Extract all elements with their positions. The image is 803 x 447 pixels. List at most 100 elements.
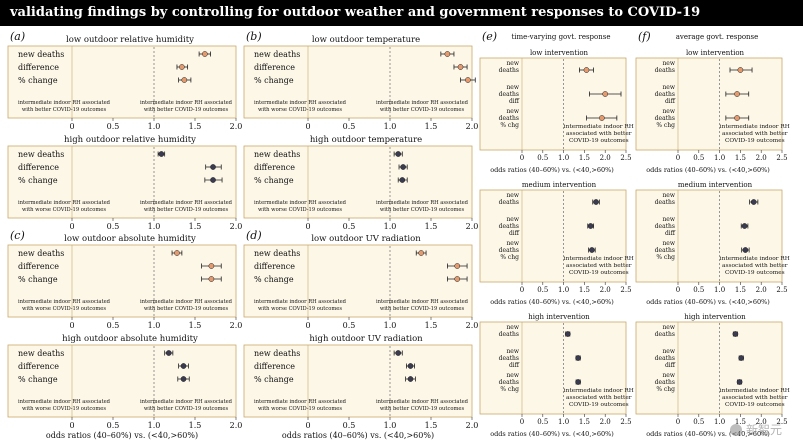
- note-left: with worse COVID-19 outcomes: [258, 306, 342, 312]
- row-label: new: [662, 60, 675, 67]
- estimate-point: [575, 379, 582, 385]
- row-label: deaths: [499, 331, 519, 338]
- chart-f-2: medium interventionnewdeathsnewdeathsdif…: [635, 181, 790, 294]
- x-tick-label: 0: [305, 122, 310, 131]
- panel-frame: [7, 45, 237, 119]
- x-tick-label: 1.5: [735, 418, 746, 426]
- note-right: associated with better: [566, 395, 632, 401]
- estimate-point: [208, 263, 215, 269]
- estimate-point: [589, 247, 595, 253]
- x-tick-label: 0: [676, 418, 680, 426]
- panel-title: high intervention: [684, 313, 746, 321]
- panel-frame: [479, 321, 627, 415]
- note-left: intermediate indoor RH associated: [18, 200, 111, 206]
- note-right: associated with better: [566, 131, 632, 137]
- row-label: new: [506, 84, 519, 91]
- estimate-point: [418, 250, 425, 256]
- note-right: associated with better: [722, 263, 788, 269]
- estimate-point: [734, 115, 740, 121]
- x-tick-label: 1.0: [384, 321, 397, 330]
- row-label: % chg: [656, 122, 675, 129]
- row-label: deaths: [499, 223, 519, 230]
- x-tick-label: 2.0: [230, 321, 243, 330]
- row-label: new: [662, 240, 675, 247]
- estimate-point: [465, 77, 471, 83]
- row-label: new: [662, 192, 675, 199]
- note-left: with worse COVID-19 outcomes: [258, 406, 342, 412]
- note-right: COVID-19 outcomes: [569, 270, 629, 276]
- estimate-point: [395, 151, 402, 157]
- panel-frame: [635, 189, 783, 283]
- estimate-point: [587, 223, 594, 229]
- note-right: intermediate indoor RH: [564, 388, 634, 394]
- panel-frame: [7, 344, 237, 418]
- axis-label-right: odds ratios (40–60%) vs. (<40,>60%): [282, 431, 434, 440]
- axis-label-f2: odds ratios (40–60%) vs. (<40,>60%): [646, 298, 770, 306]
- x-tick-label: 1.5: [579, 286, 590, 294]
- x-tick-label: 0: [69, 321, 74, 330]
- row-label: % change: [18, 375, 58, 384]
- x-tick-label: 1.0: [148, 321, 161, 330]
- row-label: % change: [254, 375, 294, 384]
- panel-title: medium intervention: [522, 181, 597, 189]
- estimate-point: [732, 331, 739, 337]
- x-tick-label: 0.5: [107, 122, 120, 131]
- note-right: COVID-19 outcomes: [725, 402, 785, 408]
- row-label: difference: [18, 163, 59, 172]
- estimate-point: [210, 177, 216, 183]
- note-right: intermediate indoor RH: [564, 256, 634, 262]
- estimate-point: [742, 247, 749, 253]
- x-tick-label: 0: [69, 122, 74, 131]
- estimate-point: [599, 115, 605, 121]
- estimate-point: [583, 67, 590, 73]
- panel-title: low outdoor temperature: [312, 35, 420, 45]
- row-label: new: [662, 324, 675, 331]
- panel-letter: (a): [10, 30, 25, 43]
- row-label: difference: [18, 63, 59, 72]
- x-tick-label: 2.5: [776, 418, 787, 426]
- row-label: deaths: [655, 199, 675, 206]
- row-label: new deaths: [18, 349, 64, 358]
- x-tick-label: 0.5: [107, 321, 120, 330]
- row-label: diff: [665, 98, 676, 105]
- estimate-point: [444, 51, 451, 57]
- row-label: % change: [254, 176, 294, 185]
- note-right: with better COVID-19 outcomes: [380, 207, 465, 213]
- note-right: intermediate indoor RH: [720, 124, 790, 130]
- chart-e-2: medium interventionnewdeathsnewdeathsdif…: [479, 181, 634, 294]
- x-tick-label: 0.5: [537, 286, 548, 294]
- row-label: deaths: [499, 115, 519, 122]
- watermark-text: 新智元: [746, 422, 782, 437]
- row-label: deaths: [655, 379, 675, 386]
- estimate-point: [201, 51, 208, 57]
- row-label: new: [662, 348, 675, 355]
- note-right: with better COVID-19 outcomes: [144, 107, 229, 113]
- estimate-point: [602, 91, 609, 97]
- note-right: associated with better: [566, 263, 632, 269]
- row-label: difference: [18, 362, 59, 371]
- row-label: diff: [509, 362, 520, 369]
- x-tick-label: 1.5: [579, 418, 590, 426]
- column-title: time-varying govt. response: [511, 33, 610, 41]
- x-tick-label: 1.5: [189, 222, 202, 231]
- row-label: new: [506, 348, 519, 355]
- x-tick-label: 0: [520, 154, 524, 162]
- panel-letter: (c): [10, 229, 25, 242]
- row-label: new deaths: [18, 50, 64, 59]
- panel-title: low intervention: [686, 49, 745, 57]
- x-tick-label: 2.0: [230, 222, 243, 231]
- note-right: associated with better: [722, 131, 788, 137]
- panel-title: high outdoor relative humidity: [64, 135, 196, 145]
- note-left: with worse COVID-19 outcomes: [22, 207, 106, 213]
- note-right: intermediate indoor RH associated: [376, 200, 469, 206]
- x-tick-label: 0: [305, 421, 310, 430]
- panel-title: low outdoor relative humidity: [66, 35, 194, 45]
- x-tick-label: 2.0: [466, 321, 479, 330]
- x-tick-label: 1.5: [579, 154, 590, 162]
- row-label: new: [506, 372, 519, 379]
- axis-label-e3: odds ratios (40–60%) vs. (<40,>60%): [490, 430, 614, 438]
- estimate-point: [158, 151, 165, 157]
